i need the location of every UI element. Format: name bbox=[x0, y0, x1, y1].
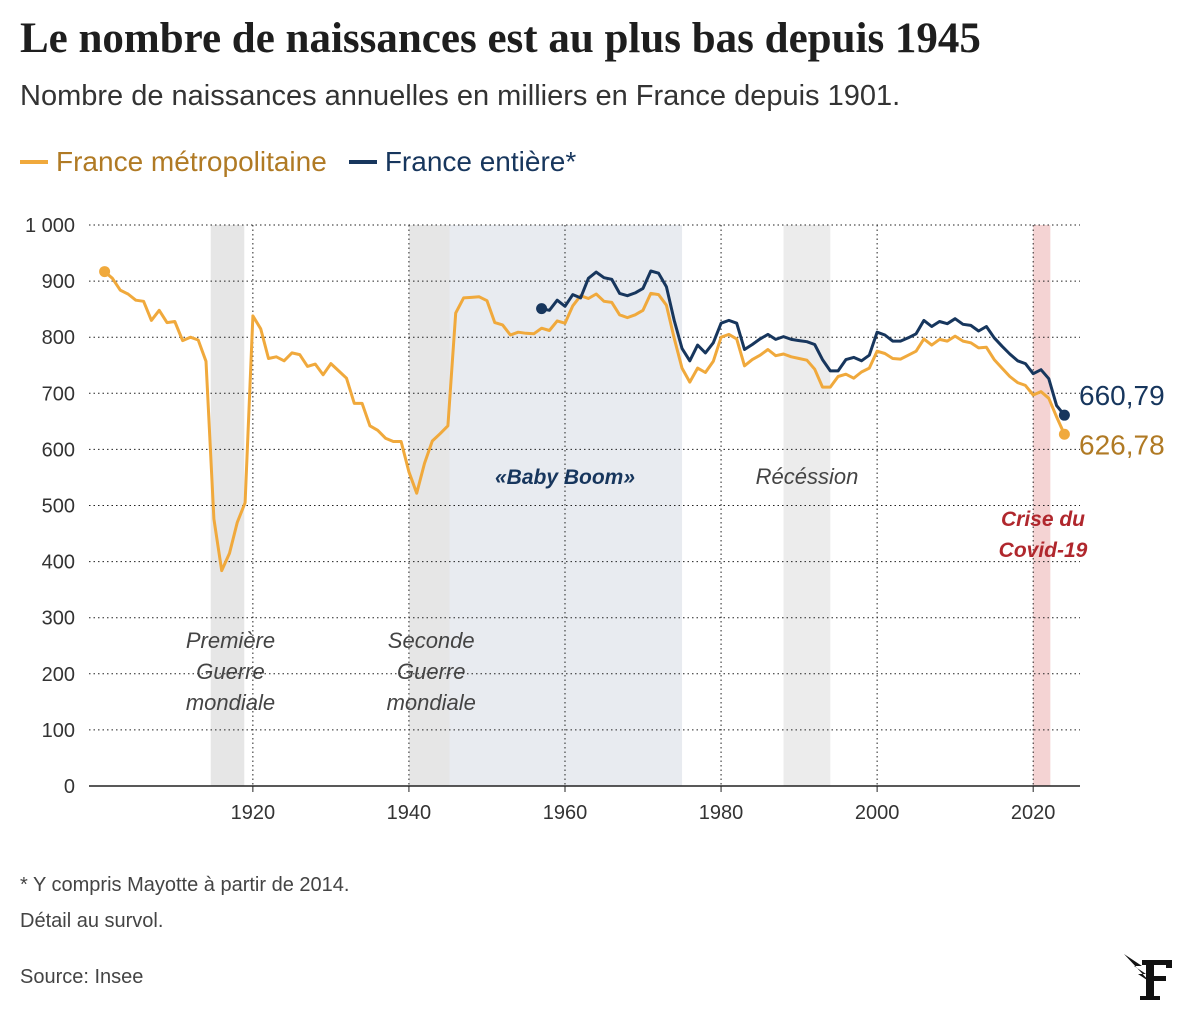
y-tick-label: 500 bbox=[42, 496, 75, 518]
chart-subtitle: Nombre de naissances annuelles en millie… bbox=[20, 80, 901, 112]
y-tick-label: 200 bbox=[42, 664, 75, 686]
end-label-metro: 626,78 bbox=[1079, 429, 1165, 460]
period-label-line: «Baby Boom» bbox=[495, 466, 635, 489]
series-end-point-entiere[interactable] bbox=[1058, 409, 1070, 421]
period-label-line: Guerre bbox=[196, 659, 264, 684]
legend-label-metro: France métropolitaine bbox=[56, 146, 327, 177]
period-label-line: Récéssion bbox=[756, 464, 859, 489]
period-label-line: Covid-19 bbox=[999, 539, 1088, 562]
series-start-point-entiere[interactable] bbox=[536, 303, 548, 315]
y-tick-label: 100 bbox=[42, 720, 75, 742]
period-label-4: Crise du Covid-19 bbox=[999, 508, 1088, 562]
series-end-point-metro[interactable] bbox=[1058, 428, 1070, 440]
legend: France métropolitaine France entière* bbox=[20, 146, 576, 178]
y-tick-label: 900 bbox=[42, 271, 75, 293]
footnote-mayotte: * Y compris Mayotte à partir de 2014. bbox=[20, 874, 350, 896]
period-label-line: mondiale bbox=[186, 690, 275, 715]
y-tick-label: 1 000 bbox=[25, 215, 75, 237]
period-label-3: Récéssion bbox=[756, 464, 859, 489]
period-label-line: Première bbox=[186, 628, 275, 653]
period-band-4 bbox=[1033, 225, 1051, 786]
x-tick-label: 1980 bbox=[699, 802, 744, 824]
births-chart[interactable]: 0 100 200 300 400 500 600 700 800 900 1 000 1920 194… bbox=[0, 200, 1200, 840]
x-tick-label: 1920 bbox=[231, 802, 276, 824]
hover-hint: Détail au survol. bbox=[20, 910, 164, 932]
x-tick-label: 1940 bbox=[387, 802, 432, 824]
series-line-metro[interactable] bbox=[103, 270, 1066, 573]
period-label-0: Première Guerre mondiale bbox=[186, 628, 275, 715]
period-label-line: Guerre bbox=[397, 659, 465, 684]
period-band-1 bbox=[408, 225, 450, 786]
source-note: Source: Insee bbox=[20, 966, 144, 988]
period-label-line: Seconde bbox=[388, 628, 475, 653]
series-start-point-metro[interactable] bbox=[99, 266, 111, 278]
end-label-entiere: 660,79 bbox=[1079, 380, 1165, 411]
legend-swatch-entiere bbox=[348, 160, 377, 164]
y-tick-label: 800 bbox=[42, 327, 75, 349]
series-line-entiere[interactable] bbox=[540, 269, 1066, 417]
period-label-2: «Baby Boom» bbox=[495, 466, 635, 489]
y-tick-label: 300 bbox=[42, 608, 75, 630]
legend-swatch-metro bbox=[20, 160, 48, 164]
x-tick-label: 1960 bbox=[543, 802, 588, 824]
legend-item-entiere[interactable]: France entière* bbox=[348, 146, 577, 178]
y-tick-label: 0 bbox=[64, 776, 75, 798]
le-figaro-logo bbox=[1124, 954, 1172, 1000]
legend-item-metro[interactable]: France métropolitaine bbox=[20, 146, 327, 178]
x-tick-label: 2000 bbox=[855, 802, 900, 824]
y-tick-label: 400 bbox=[42, 552, 75, 574]
period-label-line: Crise du bbox=[1001, 508, 1085, 531]
period-label-line: mondiale bbox=[387, 690, 476, 715]
legend-label-entiere: France entière* bbox=[384, 146, 577, 177]
x-tick-label: 2020 bbox=[1011, 802, 1056, 824]
y-tick-label: 600 bbox=[42, 439, 75, 461]
chart-title: Le nombre de naissances est au plus bas … bbox=[20, 15, 981, 62]
y-tick-label: 700 bbox=[42, 383, 75, 405]
period-label-1: Seconde Guerre mondiale bbox=[387, 628, 476, 715]
